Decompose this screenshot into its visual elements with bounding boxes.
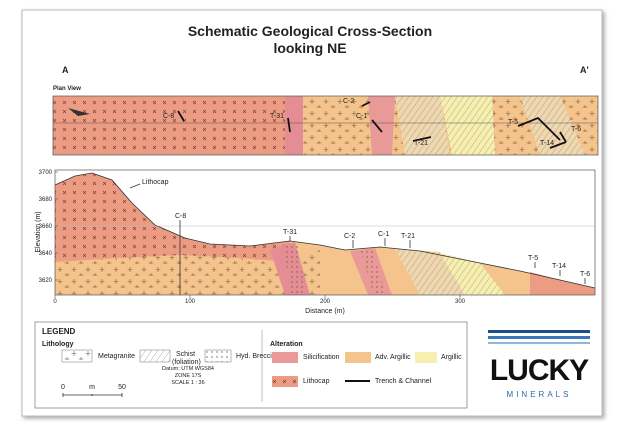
legend-item: Metagranite	[98, 353, 135, 360]
section-end: A	[62, 65, 69, 75]
x-tick-label: 100	[185, 299, 196, 305]
legend-item: Lithocap	[303, 378, 330, 385]
datum: Datum: UTM WGS84	[162, 366, 214, 372]
datum: SCALE 1 : 36	[171, 380, 204, 386]
legend-title: LEGEND	[42, 327, 76, 336]
swatch	[61, 349, 93, 363]
section-label: T-6	[580, 271, 590, 278]
logo-tagline: MINERALS	[507, 390, 572, 399]
section-label: C-1	[378, 231, 389, 238]
section-label: T-21	[401, 233, 415, 240]
x-axis-label: Distance (m)	[305, 308, 345, 315]
subtitle: looking NE	[273, 40, 346, 56]
swatch	[272, 376, 298, 387]
plan-label: C-8	[163, 113, 174, 120]
plan-label: T-31	[270, 113, 284, 120]
legend-item: Hyd. Breccia	[236, 353, 276, 360]
y-tick-label: 3700	[39, 170, 53, 176]
plan-label: T-21	[414, 140, 428, 147]
plan-label: C-1	[356, 113, 367, 120]
legend-item: Argillic	[441, 354, 462, 361]
y-tick-label: 3640	[39, 251, 53, 257]
plan-label: T-5	[508, 119, 518, 126]
scale-bar	[62, 393, 123, 397]
swatch	[272, 352, 298, 363]
scale-label: m	[89, 384, 95, 391]
swatch	[139, 349, 171, 363]
legend-heading: Alteration	[270, 341, 303, 348]
section-label: C-2	[344, 233, 355, 240]
y-tick-label: 3620	[39, 278, 53, 284]
plan-label: T-6	[571, 126, 581, 133]
section-end: A'	[580, 65, 589, 75]
section-label: Lithocap	[142, 179, 169, 186]
x-tick-label: 300	[455, 299, 466, 305]
swatch	[415, 352, 437, 363]
y-tick-label: 3660	[39, 224, 53, 230]
legend-item: Schist	[176, 351, 195, 358]
legend-box	[34, 321, 468, 409]
legend-item: (foliation)	[172, 359, 201, 366]
legend-heading: Lithology	[42, 341, 74, 348]
scale-label: 50	[118, 384, 126, 391]
x-tick-label: 0	[53, 299, 57, 305]
section-label: T-14	[552, 263, 566, 270]
plan-view-label: Plan View	[53, 86, 81, 92]
plan-label: C-2	[343, 98, 354, 105]
ticks: 3700 3680 3660 3640 3620 0 100 200 300	[39, 170, 466, 305]
plan-view	[52, 95, 599, 156]
y-tick-label: 3680	[39, 197, 53, 203]
plan-label: T-14	[540, 140, 554, 147]
section-label: T-5	[528, 255, 538, 262]
cross-section	[54, 169, 596, 296]
section-label: T-31	[283, 229, 297, 236]
y-axis-label: Elevation (m)	[35, 211, 42, 252]
legend-item: Silicification	[303, 354, 340, 361]
swatch	[345, 352, 371, 363]
legend-item: Adv. Argillic	[375, 354, 411, 361]
logo-name: LUCKY	[490, 354, 589, 387]
scale-label: 0	[61, 384, 65, 391]
logo	[488, 330, 590, 344]
swatch	[204, 349, 232, 363]
datum: ZONE 17S	[175, 373, 202, 379]
x-tick-label: 200	[320, 299, 331, 305]
title: Schematic Geological Cross-Section	[188, 23, 432, 39]
legend-item: Trench & Channel	[375, 378, 432, 385]
section-label: C-8	[175, 213, 186, 220]
